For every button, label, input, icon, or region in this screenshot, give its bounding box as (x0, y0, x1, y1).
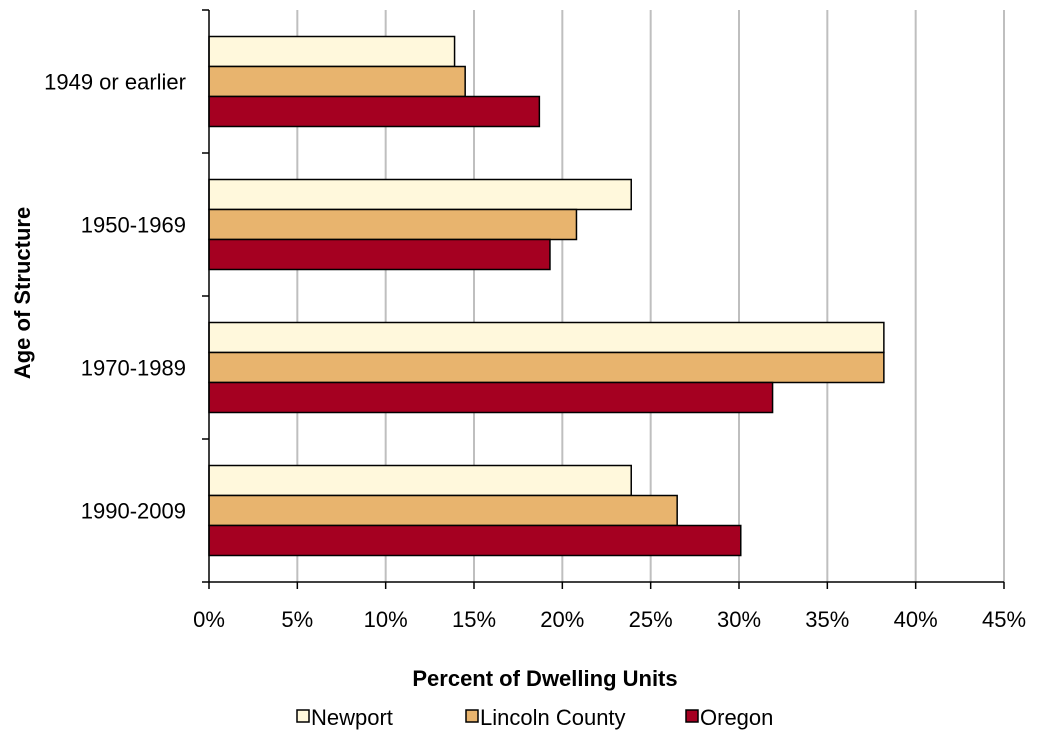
legend-label: Oregon (700, 705, 773, 730)
bar-oregon (208, 524, 742, 557)
x-tick-label: 40% (894, 607, 938, 632)
bars (208, 35, 885, 557)
y-tick-label: 1990-2009 (81, 499, 186, 524)
x-tick-label: 45% (982, 607, 1026, 632)
bar-lincoln-county (208, 65, 466, 98)
bar-oregon (208, 238, 551, 271)
legend-swatch (465, 709, 479, 723)
x-tick-labels: 0% 5% 10% 15% 20% 25% 30% 35% 40% 45% (193, 607, 1026, 632)
legend-item: Oregon (685, 705, 773, 730)
legend-label: Lincoln County (480, 705, 626, 730)
bar-newport (208, 464, 632, 497)
bar-oregon (208, 381, 774, 414)
legend-item: Newport (296, 705, 393, 730)
bar-oregon (208, 95, 541, 128)
x-tick-label: 5% (281, 607, 313, 632)
x-tick-label: 35% (805, 607, 849, 632)
x-tick-label: 20% (540, 607, 584, 632)
bar-newport (208, 321, 885, 354)
y-tick-labels: 1949 or earlier 1950-1969 1970-1989 1990-20… (44, 70, 186, 524)
legend-label: Newport (311, 705, 393, 730)
bar-lincoln-county (208, 208, 578, 241)
y-tick-label: 1970-1989 (81, 356, 186, 381)
bar-lincoln-county (208, 494, 678, 527)
bar-newport (208, 35, 456, 68)
x-tick-label: 0% (193, 607, 225, 632)
x-tick-label: 30% (717, 607, 761, 632)
legend-swatch (685, 709, 699, 723)
bar-newport (208, 178, 632, 211)
bar-lincoln-county (208, 351, 885, 384)
axes (202, 9, 1005, 589)
y-axis-title: Age of Structure (10, 207, 35, 379)
x-tick-label: 10% (364, 607, 408, 632)
legend-swatch (296, 709, 310, 723)
legend-item: Lincoln County (465, 705, 626, 730)
x-tick-label: 25% (629, 607, 673, 632)
x-tick-label: 15% (452, 607, 496, 632)
legend: Newport Lincoln County Oregon (296, 705, 773, 730)
y-tick-label: 1949 or earlier (44, 70, 186, 95)
y-tick-label: 1950-1969 (81, 213, 186, 238)
x-axis-title: Percent of Dwelling Units (412, 666, 677, 691)
